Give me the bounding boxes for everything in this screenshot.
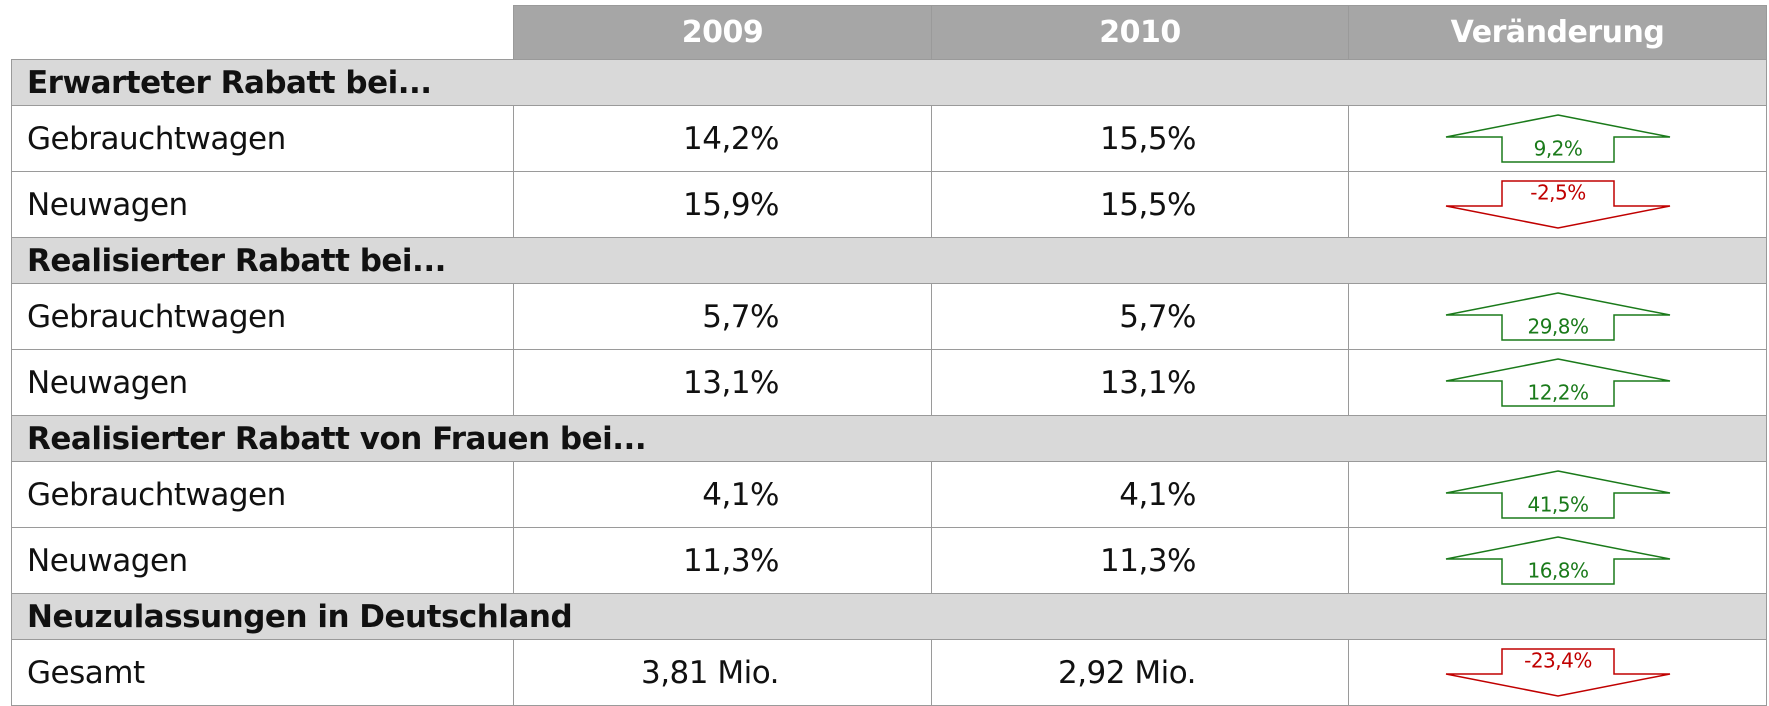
row-label: Neuwagen xyxy=(11,527,514,594)
value-2009: 5,7% xyxy=(513,283,932,350)
change-text: -23,4% xyxy=(1524,648,1592,672)
value-2010: 15,5% xyxy=(931,171,1349,238)
section-row: Realisierter Rabatt von Frauen bei... xyxy=(11,415,1767,462)
section-row: Erwarteter Rabatt bei... xyxy=(11,59,1767,106)
cell-text: 5,7% xyxy=(702,298,779,335)
cell-text: Veränderung xyxy=(1450,15,1665,50)
cell-text: Neuwagen xyxy=(27,186,188,223)
change-text: 41,5% xyxy=(1527,492,1588,516)
cell-text: Realisierter Rabatt von Frauen bei... xyxy=(27,420,647,457)
row-label: Neuwagen xyxy=(11,349,514,416)
change-cell: 12,2% xyxy=(1348,349,1767,416)
value-2009: 11,3% xyxy=(513,527,932,594)
cell-text: Neuwagen xyxy=(27,364,188,401)
arrow-up: 9,2% xyxy=(1445,113,1670,163)
change-text: 16,8% xyxy=(1527,558,1588,582)
arrow-shape xyxy=(1445,113,1670,163)
arrow-up: 16,8% xyxy=(1445,535,1670,585)
value-2010: 5,7% xyxy=(931,283,1349,350)
change-cell: -23,4% xyxy=(1348,639,1767,706)
cell-text: 14,2% xyxy=(683,120,779,157)
cell-text: Realisierter Rabatt bei... xyxy=(27,242,446,279)
arrow-up: 41,5% xyxy=(1445,469,1670,519)
row-label: Gebrauchtwagen xyxy=(11,461,514,528)
value-2010: 11,3% xyxy=(931,527,1349,594)
arrow-shape xyxy=(1445,291,1670,341)
row-label: Gebrauchtwagen xyxy=(11,105,514,172)
change-text: 12,2% xyxy=(1527,380,1588,404)
cell-text: 11,3% xyxy=(683,542,779,579)
value-2010: 15,5% xyxy=(931,105,1349,172)
cell-text: 4,1% xyxy=(1119,476,1196,513)
arrow-shape xyxy=(1445,357,1670,407)
value-2010: 2,92 Mio. xyxy=(931,639,1349,706)
value-2009: 4,1% xyxy=(513,461,932,528)
change-cell: 29,8% xyxy=(1348,283,1767,350)
cell-text: Gebrauchtwagen xyxy=(27,298,286,335)
value-2010: 13,1% xyxy=(931,349,1349,416)
arrow-up: 29,8% xyxy=(1445,291,1670,341)
change-cell: 41,5% xyxy=(1348,461,1767,528)
change-text: -2,5% xyxy=(1530,180,1586,204)
cell-text: Gesamt xyxy=(27,654,145,691)
arrow-down: -23,4% xyxy=(1445,647,1670,697)
cell-text: 5,7% xyxy=(1119,298,1196,335)
row-label: Neuwagen xyxy=(11,171,514,238)
value-2009: 13,1% xyxy=(513,349,932,416)
arrow-shape xyxy=(1445,179,1670,229)
arrow-shape xyxy=(1445,469,1670,519)
cell-text: 13,1% xyxy=(1100,364,1196,401)
cell-text: 2009 xyxy=(681,15,764,50)
cell-text: 2,92 Mio. xyxy=(1057,654,1197,691)
cell-text: 15,5% xyxy=(1100,186,1196,223)
cell-text: Neuwagen xyxy=(27,542,188,579)
section-row: Realisierter Rabatt bei... xyxy=(11,237,1767,284)
value-2009: 14,2% xyxy=(513,105,932,172)
header-cell: 2010 xyxy=(931,5,1349,60)
row-label: Gesamt xyxy=(11,639,514,706)
cell-text: Neuzulassungen in Deutschland xyxy=(27,598,573,635)
cell-text: 13,1% xyxy=(683,364,779,401)
arrow-shape xyxy=(1445,535,1670,585)
cell-text: 15,5% xyxy=(1100,120,1196,157)
cell-text: 2010 xyxy=(1099,15,1181,50)
arrow-shape xyxy=(1445,647,1670,697)
cell-text: 3,81 Mio. xyxy=(640,654,780,691)
header-cell: Veränderung xyxy=(1348,5,1767,60)
change-cell: 9,2% xyxy=(1348,105,1767,172)
value-2009: 15,9% xyxy=(513,171,932,238)
change-text: 29,8% xyxy=(1527,314,1588,338)
cell-text: Gebrauchtwagen xyxy=(27,476,286,513)
cell-text: 15,9% xyxy=(683,186,779,223)
cell-text: 4,1% xyxy=(702,476,779,513)
change-cell: -2,5% xyxy=(1348,171,1767,238)
arrow-down: -2,5% xyxy=(1445,179,1670,229)
cell-text: Erwarteter Rabatt bei... xyxy=(27,64,432,101)
change-cell: 16,8% xyxy=(1348,527,1767,594)
cell-text: Gebrauchtwagen xyxy=(27,120,286,157)
change-text: 9,2% xyxy=(1533,136,1582,160)
cell-text: 11,3% xyxy=(1100,542,1196,579)
row-label: Gebrauchtwagen xyxy=(11,283,514,350)
value-2010: 4,1% xyxy=(931,461,1349,528)
arrow-up: 12,2% xyxy=(1445,357,1670,407)
value-2009: 3,81 Mio. xyxy=(513,639,932,706)
section-row: Neuzulassungen in Deutschland xyxy=(11,593,1767,640)
header-cell: 2009 xyxy=(513,5,932,60)
